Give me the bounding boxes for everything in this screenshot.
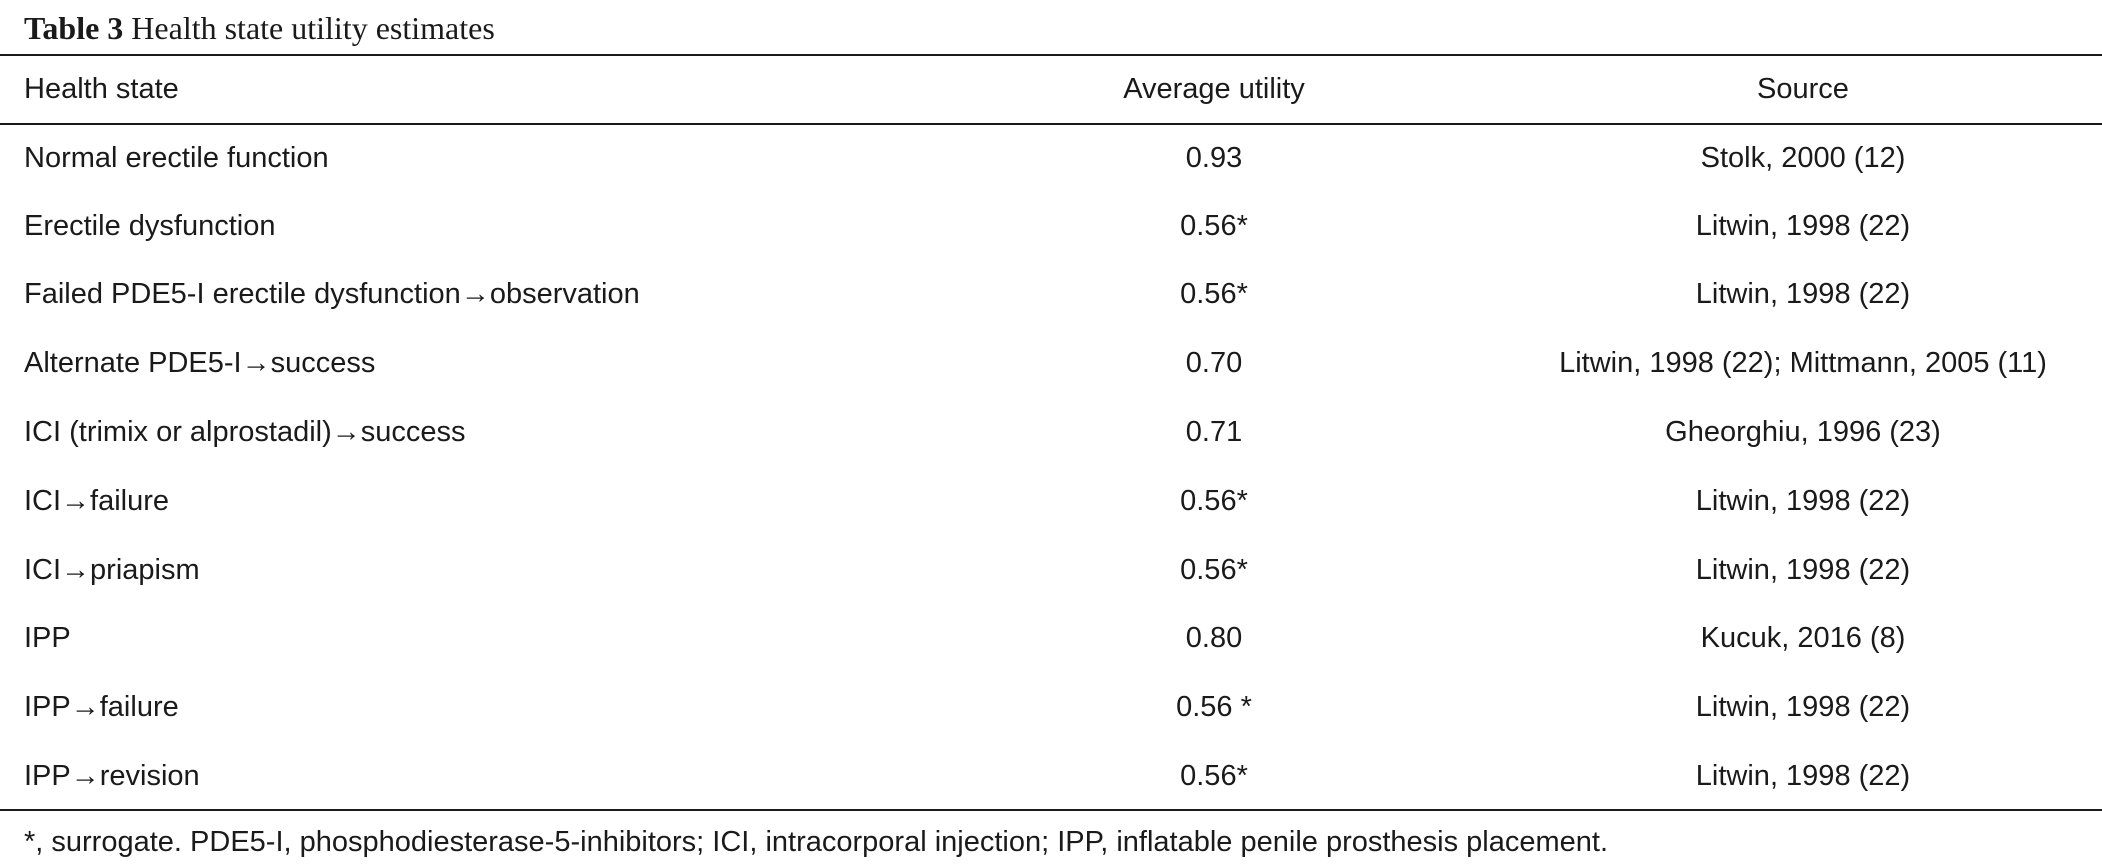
source-cell: Litwin, 1998 (22)	[1695, 760, 1911, 793]
table-title: Health state utility estimates	[131, 10, 495, 46]
table-label: Table 3	[24, 10, 124, 46]
utility-cell: 0.56*	[1180, 278, 1248, 311]
utility-cell: 0.71	[1185, 416, 1243, 449]
column-header-average-utility: Average utility	[1123, 73, 1305, 105]
top-rule	[0, 54, 2102, 56]
table-row: IPP→revision 0.56* Litwin, 1998 (22)	[0, 742, 2102, 811]
column-header-source: Source	[1757, 73, 1849, 105]
source-cell: Litwin, 1998 (22)	[1695, 691, 1911, 724]
source-cell: Gheorghiu, 1996 (23)	[1665, 416, 1941, 449]
health-state-cell: IPP→failure	[24, 691, 179, 724]
health-state-cell: ICI→failure	[24, 484, 170, 517]
table-row: ICI (trimix or alprostadil)→success 0.71…	[0, 398, 2102, 467]
utility-cell: 0.80	[1185, 622, 1243, 655]
table-row: IPP 0.80 Kucuk, 2016 (8)	[0, 605, 2102, 674]
utility-cell: 0.70	[1185, 347, 1243, 380]
source-cell: Kucuk, 2016 (8)	[1700, 622, 1906, 655]
table-row: ICI→priapism 0.56* Litwin, 1998 (22)	[0, 536, 2102, 605]
health-state-cell: Alternate PDE5-I→success	[24, 347, 376, 380]
health-state-cell: IPP	[24, 622, 71, 655]
utility-cell: 0.56*	[1180, 209, 1248, 242]
header-rule	[0, 123, 2102, 125]
health-state-cell: ICI→priapism	[24, 553, 200, 586]
table-caption: Table 3 Health state utility estimates	[24, 8, 495, 48]
utility-table: Health state Average utility Source Norm…	[0, 56, 2102, 811]
source-cell: Litwin, 1998 (22)	[1695, 278, 1911, 311]
table-footnote: *, surrogate. PDE5-I, phosphodiesterase-…	[24, 826, 1609, 858]
utility-cell: 0.56*	[1180, 553, 1248, 586]
utility-cell: 0.56*	[1180, 760, 1248, 793]
table-row: IPP→failure 0.56 * Litwin, 1998 (22)	[0, 673, 2102, 742]
health-state-cell: ICI (trimix or alprostadil)→success	[24, 416, 466, 449]
table-row: Alternate PDE5-I→success 0.70 Litwin, 19…	[0, 329, 2102, 398]
health-state-cell: Normal erectile function	[24, 141, 329, 174]
utility-cell: 0.56 *	[1176, 691, 1252, 724]
table-row: Erectile dysfunction 0.56* Litwin, 1998 …	[0, 192, 2102, 261]
table-row: Normal erectile function 0.93 Stolk, 200…	[0, 123, 2102, 192]
source-cell: Litwin, 1998 (22)	[1695, 553, 1911, 586]
health-state-cell: Erectile dysfunction	[24, 209, 276, 242]
source-cell: Litwin, 1998 (22)	[1695, 209, 1911, 242]
source-cell: Litwin, 1998 (22)	[1695, 484, 1911, 517]
utility-cell: 0.93	[1185, 141, 1243, 174]
source-cell: Litwin, 1998 (22); Mittmann, 2005 (11)	[1559, 347, 2047, 380]
column-header-health-state: Health state	[24, 73, 179, 105]
utility-cell: 0.56*	[1180, 484, 1248, 517]
bottom-rule	[0, 809, 2102, 811]
header-row: Health state Average utility Source	[0, 56, 2102, 123]
health-state-cell: Failed PDE5-I erectile dysfunction→obser…	[24, 278, 640, 311]
table-row: Failed PDE5-I erectile dysfunction→obser…	[0, 261, 2102, 330]
source-cell: Stolk, 2000 (12)	[1700, 141, 1906, 174]
health-state-cell: IPP→revision	[24, 760, 200, 793]
table-row: ICI→failure 0.56* Litwin, 1998 (22)	[0, 467, 2102, 536]
